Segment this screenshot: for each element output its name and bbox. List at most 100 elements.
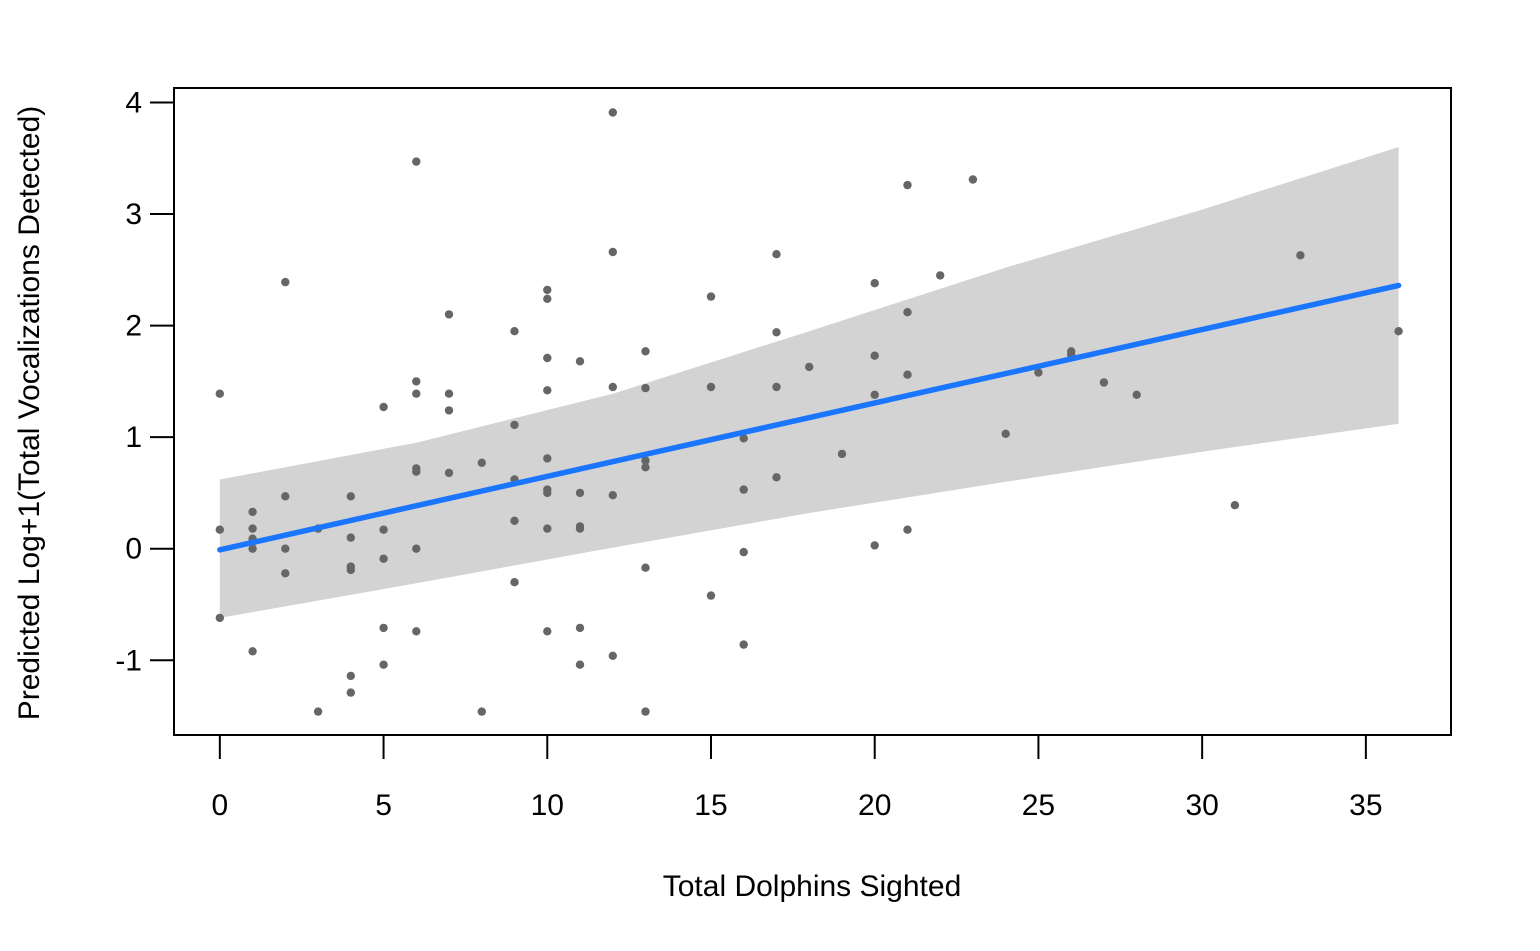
data-point <box>346 492 355 501</box>
data-point <box>575 524 585 533</box>
data-point <box>706 382 716 392</box>
data-point <box>575 357 585 366</box>
data-point <box>575 623 585 633</box>
data-point <box>510 516 519 525</box>
data-point <box>837 449 847 459</box>
x-tick-label: 10 <box>531 789 564 822</box>
data-point <box>1001 429 1010 438</box>
data-point <box>444 468 454 478</box>
data-point <box>608 382 617 392</box>
data-point <box>477 707 486 716</box>
data-point <box>346 688 355 697</box>
data-point <box>543 386 552 395</box>
data-point <box>608 247 617 257</box>
data-point <box>543 488 552 498</box>
x-tick-label: 20 <box>858 789 891 822</box>
data-point <box>608 651 617 660</box>
data-point <box>543 524 552 533</box>
data-point <box>248 524 257 533</box>
data-point <box>936 271 945 280</box>
data-point <box>379 402 388 412</box>
data-point <box>248 647 257 656</box>
data-point <box>903 308 912 317</box>
data-point <box>412 377 421 386</box>
data-point <box>543 454 552 463</box>
data-point <box>575 660 585 669</box>
data-point <box>805 362 814 372</box>
data-point <box>641 383 650 393</box>
data-point <box>510 327 519 336</box>
data-point <box>477 458 486 467</box>
data-point <box>248 507 257 517</box>
data-point <box>444 389 454 398</box>
data-point <box>543 285 552 295</box>
data-point <box>281 492 290 501</box>
data-point <box>248 544 257 553</box>
data-point <box>903 370 912 379</box>
y-tick-label: 2 <box>125 310 142 343</box>
data-point <box>903 180 912 190</box>
confidence-band <box>219 147 1399 618</box>
data-point <box>215 613 224 623</box>
data-point <box>281 544 290 553</box>
data-point <box>772 473 781 482</box>
data-point <box>870 351 879 360</box>
data-point <box>641 463 650 472</box>
data-point <box>641 707 650 716</box>
data-point <box>510 420 519 430</box>
x-tick-label: 35 <box>1349 789 1382 822</box>
data-point <box>412 544 421 553</box>
y-tick-label: -1 <box>115 644 142 677</box>
x-axis-title: Total Dolphins Sighted <box>663 870 962 903</box>
data-point <box>412 157 421 166</box>
data-point <box>346 565 355 575</box>
x-tick-label: 5 <box>375 789 392 822</box>
fit-line-layer <box>217 282 1402 553</box>
data-points-layer <box>215 108 1403 716</box>
data-point <box>706 292 716 301</box>
data-point <box>281 569 290 578</box>
data-point <box>281 277 290 287</box>
x-tick-label: 15 <box>694 789 727 822</box>
data-point <box>379 554 388 563</box>
data-point <box>739 434 748 443</box>
data-point <box>1394 327 1403 336</box>
x-axis: 0 5 10 15 20 25 30 35 <box>211 734 1383 822</box>
x-tick-label: 25 <box>1022 789 1055 822</box>
data-point <box>739 485 748 494</box>
data-point <box>968 175 978 184</box>
data-point <box>543 627 552 636</box>
y-tick-label: 3 <box>125 198 142 231</box>
data-point <box>543 353 552 363</box>
confidence-band-layer <box>219 147 1399 618</box>
data-point <box>379 525 388 534</box>
data-point <box>412 467 421 476</box>
y-tick-label: 0 <box>125 533 142 566</box>
data-point <box>444 406 454 415</box>
data-point <box>608 491 617 500</box>
data-point <box>1099 378 1109 387</box>
data-point <box>510 578 519 587</box>
data-point <box>739 640 748 649</box>
data-point <box>1132 390 1141 399</box>
data-point <box>444 310 454 319</box>
data-point <box>870 541 879 550</box>
data-point <box>1230 501 1240 510</box>
data-point <box>379 660 388 669</box>
data-point <box>346 671 355 681</box>
data-point <box>772 328 781 337</box>
data-point <box>739 547 748 557</box>
data-point <box>870 390 879 399</box>
data-point <box>215 525 224 534</box>
data-point <box>575 488 585 498</box>
data-point <box>379 623 388 633</box>
data-point <box>1034 368 1043 377</box>
data-point <box>215 389 224 398</box>
data-point <box>313 707 323 716</box>
y-axis: -1 0 1 2 3 4 <box>115 87 175 677</box>
data-point <box>543 294 552 303</box>
data-point <box>772 382 781 392</box>
x-tick-label: 0 <box>211 789 228 822</box>
